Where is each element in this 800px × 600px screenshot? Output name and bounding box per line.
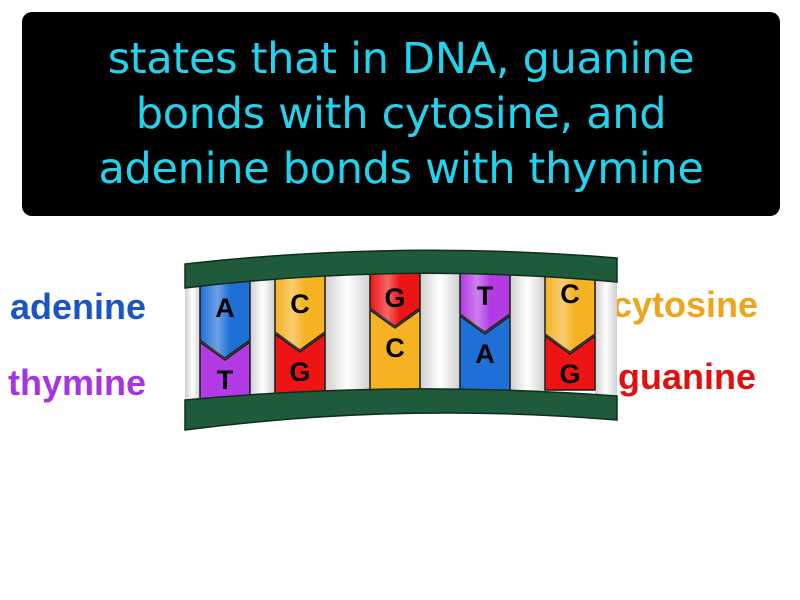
backbone-bottom [184, 388, 618, 431]
backbone-top [184, 249, 618, 289]
base-letter-top: T [477, 281, 494, 311]
gap-strip [510, 270, 545, 410]
label-guanine: guanine [618, 356, 757, 397]
strand-gap-shading [185, 270, 617, 410]
definition-box: states that in DNA, guanine bonds with c… [22, 12, 780, 216]
base-top-gloss [370, 270, 420, 326]
gap-strip [250, 270, 275, 410]
definition-line-1: states that in DNA, guanine [107, 33, 695, 84]
base-letter-bottom: G [289, 357, 310, 387]
base-letter-bottom: A [475, 339, 495, 369]
label-cytosine: cytosine [612, 284, 759, 325]
gap-strip [420, 270, 460, 410]
base-bottom-adenine [459, 314, 511, 393]
gap-strip [595, 270, 617, 410]
base-top-gloss [460, 268, 510, 332]
base-letter-top: C [290, 289, 310, 319]
base-letter-top: A [215, 293, 235, 323]
gap-strip [325, 270, 370, 410]
base-letter-bottom: C [385, 333, 405, 363]
base-letter-top: G [384, 283, 405, 313]
definition-line-2: bonds with cytosine, and [135, 88, 667, 139]
gap-strip [185, 270, 200, 410]
base-letter-bottom: G [559, 359, 580, 389]
base-top-gloss [545, 266, 595, 352]
base-bottom-cytosine [369, 308, 421, 396]
base-letter-bottom: T [217, 365, 234, 395]
label-thymine: thymine [8, 362, 147, 403]
base-bottom-guanine [544, 334, 596, 391]
base-top-gloss [275, 276, 325, 350]
base-letter-top: C [560, 279, 580, 309]
base-top-gloss [200, 280, 250, 358]
label-adenine: adenine [10, 286, 147, 327]
definition-line-3: adenine bonds with thymine [98, 143, 704, 194]
base-bottom-guanine [274, 332, 326, 401]
base-bottom-thymine [199, 340, 251, 406]
definition-text: states that in DNA, guanine bonds with c… [98, 32, 703, 197]
